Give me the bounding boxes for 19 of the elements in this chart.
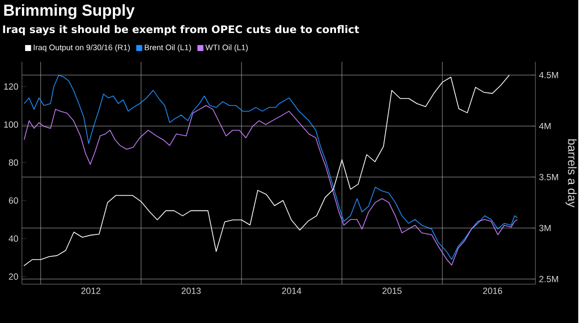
y-tick-label: 80 — [8, 159, 18, 166]
y2-tick-label: 3M — [539, 224, 551, 232]
y2-axis-title: barrels a day — [566, 139, 577, 208]
x-tick-label: 2014 — [282, 288, 302, 294]
chart-subtitle: Iraq says it should be exempt from OPEC cuts due to conflict — [3, 25, 360, 36]
y2-tick-label: 2.5M — [539, 276, 558, 282]
y2-tick-label: 4M — [539, 122, 551, 130]
x-tick-label: 2012 — [81, 288, 100, 294]
x-tick-label: 2013 — [182, 288, 201, 294]
y-tick-label: 20 — [8, 273, 18, 280]
x-tick-label: 2015 — [382, 288, 402, 294]
x-tick-label: 2016 — [483, 288, 502, 294]
y2-tick-label: 3.5M — [539, 174, 558, 180]
y-tick-label: 100 — [4, 121, 18, 128]
y-tick-label: 120 — [4, 83, 18, 90]
y-tick-label: 60 — [8, 197, 18, 204]
y-tick-label: 40 — [8, 235, 18, 242]
y2-tick-label: 4.5M — [539, 72, 558, 78]
chart-title: Brimming Supply — [4, 4, 135, 20]
